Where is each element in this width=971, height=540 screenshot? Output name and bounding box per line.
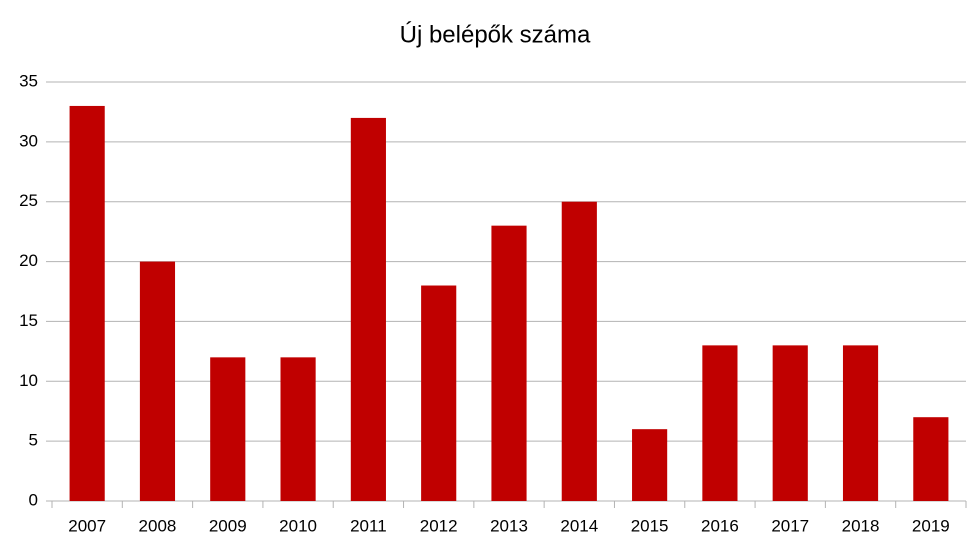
bar xyxy=(632,429,668,501)
bar xyxy=(210,357,246,501)
y-tick-label: 30 xyxy=(19,131,38,150)
bar xyxy=(702,345,738,501)
bar xyxy=(913,417,949,501)
x-tick-label: 2017 xyxy=(771,516,809,535)
x-tick-label: 2007 xyxy=(68,516,106,535)
bar xyxy=(69,105,105,501)
x-tick-label: 2013 xyxy=(490,516,528,535)
x-tick-label: 2018 xyxy=(842,516,880,535)
bar xyxy=(842,345,879,501)
x-tick-label: 2015 xyxy=(631,516,669,535)
x-tick-label: 2012 xyxy=(420,516,458,535)
bar xyxy=(772,345,808,501)
x-tick-label: 2010 xyxy=(279,516,317,535)
y-tick-label: 25 xyxy=(19,191,38,210)
y-tick-label: 15 xyxy=(19,311,38,330)
y-tick-label: 20 xyxy=(19,251,38,270)
bar xyxy=(561,201,597,501)
x-tick-label: 2011 xyxy=(350,516,387,535)
y-tick-label: 10 xyxy=(19,371,38,390)
x-tick-label: 2016 xyxy=(701,516,739,535)
bar xyxy=(491,225,527,501)
bar xyxy=(350,117,386,502)
bar xyxy=(139,261,176,501)
bar xyxy=(280,357,316,501)
x-tick-label: 2014 xyxy=(560,516,598,535)
y-tick-label: 5 xyxy=(29,431,38,450)
chart-title: Új belépők száma xyxy=(400,21,591,48)
bar xyxy=(421,285,457,501)
x-tick-label: 2008 xyxy=(139,516,177,535)
x-tick-label: 2019 xyxy=(912,516,950,535)
y-tick-label: 0 xyxy=(29,490,38,509)
y-tick-label: 35 xyxy=(19,71,38,90)
x-tick-label: 2009 xyxy=(209,516,247,535)
